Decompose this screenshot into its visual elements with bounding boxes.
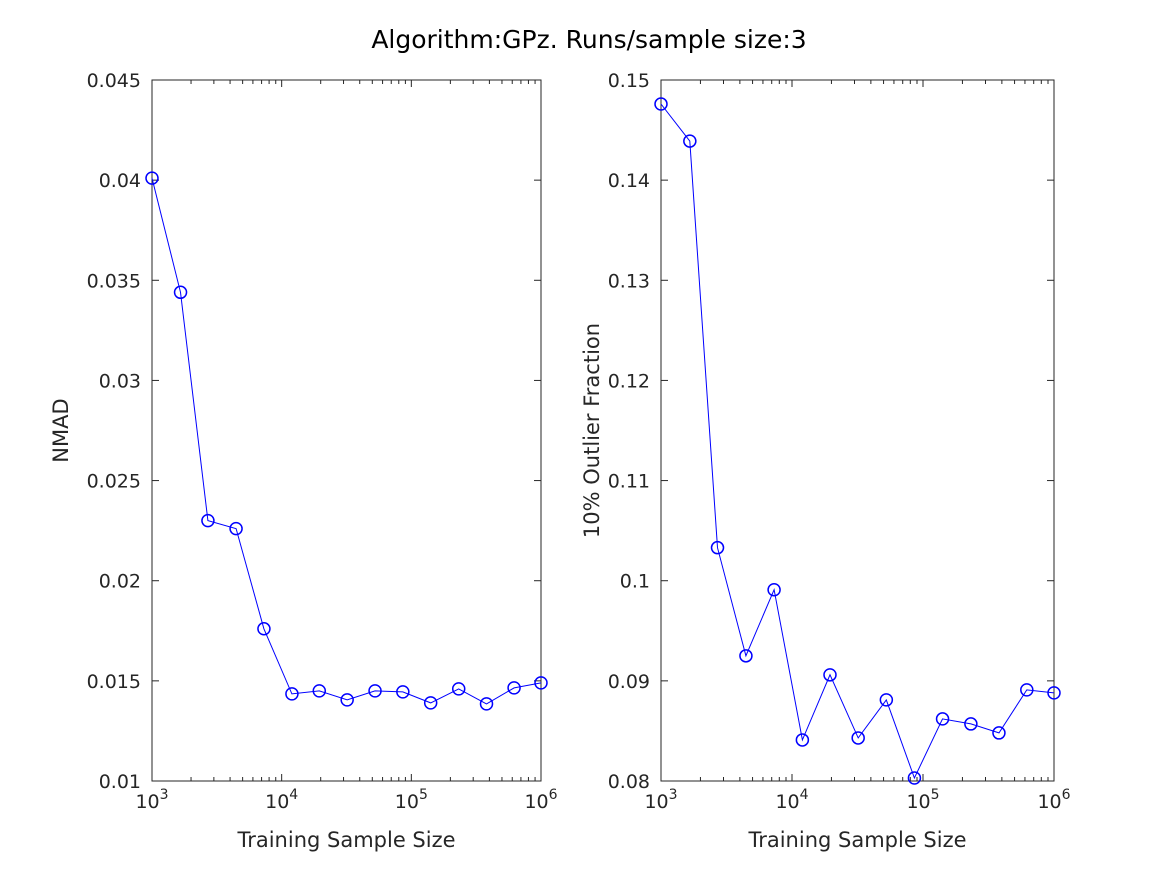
outlier-data-point (879, 693, 894, 707)
nmad-data-point (368, 684, 382, 698)
nmad-y-tick-label: 0.015 (87, 671, 141, 693)
outlier-x-tick-label-exponent: 3 (669, 787, 678, 803)
nmad-data-point (534, 676, 548, 690)
outlier-x-tick-label-exponent: 5 (931, 787, 940, 803)
nmad-panel: 103 104 105 1060.010.0150.020.0250.030.0350… (49, 70, 558, 852)
outlier-axes-box (660, 79, 1055, 782)
nmad-x-tick-label-exponent: 5 (419, 787, 428, 803)
nmad-x-tick-label-exponent: 4 (289, 787, 298, 803)
nmad-x-tick-label-base: 10 (395, 791, 419, 813)
outlier-x-tick-label: 106 (1037, 787, 1070, 813)
outlier-data-point (851, 731, 865, 745)
outlier-data-point (739, 649, 753, 663)
nmad-x-tick-label-exponent: 3 (160, 787, 169, 803)
nmad-x-axis-label: Training Sample Size (236, 828, 455, 852)
outlier-x-tick-label-base: 10 (906, 791, 930, 813)
outlier-y-axis-label: 10% Outlier Fraction (580, 323, 604, 538)
outlier-x-tick-label: 104 (775, 787, 808, 813)
outlier-data-point (823, 668, 837, 682)
nmad-data-point (257, 622, 271, 636)
nmad-y-tick-label: 0.03 (99, 370, 141, 392)
nmad-y-tick-label: 0.045 (87, 70, 141, 92)
nmad-data-point (201, 513, 215, 528)
nmad-x-tick-label-base: 10 (265, 791, 289, 813)
outlier-y-tick-label: 0.15 (608, 70, 650, 92)
outlier-data-point (683, 134, 697, 148)
outlier-data-point (1020, 683, 1034, 697)
nmad-data-point (229, 521, 243, 536)
outlier-x-tick-label: 105 (906, 787, 939, 813)
outlier-x-tick-label: 103 (644, 787, 677, 813)
outlier-y-tick-label: 0.09 (608, 671, 650, 693)
nmad-x-tick-label: 105 (395, 787, 428, 813)
outlier-y-tick-label: 0.14 (608, 170, 650, 192)
outlier-x-tick-label-exponent: 6 (1062, 787, 1071, 803)
nmad-data-point (173, 285, 188, 300)
outlier-data-point (654, 97, 668, 111)
outlier-series-line (660, 103, 1055, 780)
nmad-data-point (312, 684, 327, 698)
outlier-y-tick-label: 0.12 (608, 370, 650, 392)
outlier-x-axis-label: Training Sample Size (747, 828, 966, 852)
nmad-x-tick-label: 104 (265, 787, 298, 813)
outlier-y-tick-label: 0.11 (608, 471, 650, 493)
nmad-x-tick-label-exponent: 6 (549, 787, 558, 803)
outlier-y-tick-label: 0.1 (620, 571, 650, 593)
nmad-axes-box (151, 79, 542, 782)
nmad-data-point (285, 687, 299, 701)
nmad-data-point (145, 171, 159, 185)
outlier-data-point (710, 540, 725, 555)
figure-title: Algorithm:GPz. Runs/sample size:3 (371, 25, 806, 54)
outlier-x-tick-label-base: 10 (775, 791, 799, 813)
outlier-y-tick-label: 0.08 (608, 771, 650, 793)
outlier-x-tick-label-exponent: 4 (800, 787, 809, 803)
nmad-x-tick-label: 103 (135, 787, 168, 813)
outlier-x-tick-label-base: 10 (644, 791, 668, 813)
outlier-x-tick-label-base: 10 (1037, 791, 1061, 813)
nmad-data-point (423, 696, 438, 710)
nmad-y-tick-label: 0.04 (99, 170, 141, 192)
nmad-y-tick-label: 0.02 (99, 571, 141, 593)
nmad-y-tick-label: 0.035 (87, 270, 141, 292)
nmad-y-axis-label: NMAD (49, 398, 73, 462)
outlier-data-point (992, 726, 1006, 740)
nmad-y-tick-label: 0.025 (87, 471, 141, 493)
nmad-data-point (396, 685, 410, 699)
outlier-y-tick-label: 0.13 (608, 270, 650, 292)
nmad-data-point (479, 697, 494, 711)
nmad-data-point (451, 682, 466, 696)
outlier-data-point (907, 771, 922, 785)
nmad-x-tick-label: 106 (524, 787, 557, 813)
nmad-data-point (507, 681, 521, 695)
outlier-data-point (964, 717, 978, 731)
outlier-data-point (767, 582, 781, 597)
outlier-data-point (935, 712, 950, 726)
outlier-data-point (1047, 686, 1061, 700)
nmad-x-tick-label-base: 10 (135, 791, 159, 813)
nmad-x-tick-label-base: 10 (524, 791, 548, 813)
nmad-data-point (340, 693, 354, 707)
outlier-fraction-panel: 103 104 105 1060.080.090.10.110.120.130.140… (580, 70, 1071, 852)
outlier-data-point (795, 733, 810, 747)
nmad-y-tick-label: 0.01 (99, 771, 141, 793)
nmad-series-line (151, 177, 542, 705)
